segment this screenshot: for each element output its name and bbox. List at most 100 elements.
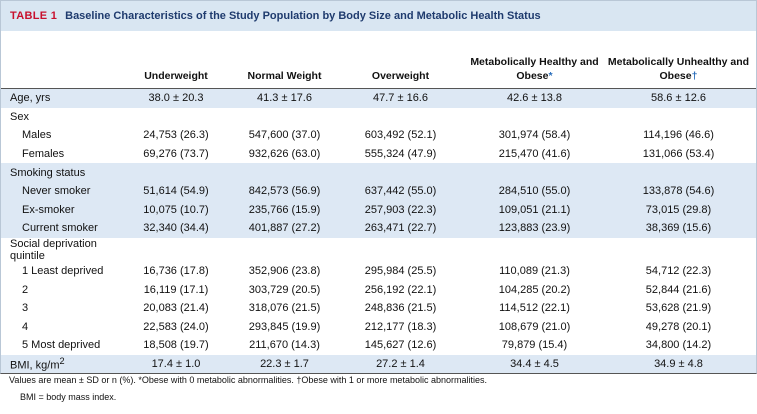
row-label: Males	[22, 129, 52, 142]
cell-value: 10,075 (10.7)	[116, 200, 236, 220]
data-row: Current smoker 32,340 (34.4) 401,887 (27.2…	[1, 219, 756, 238]
empty-cell	[333, 238, 468, 262]
superscript: 2	[59, 356, 65, 367]
empty-cell	[468, 108, 601, 127]
column-header: Metabolically Unhealthy and Obese	[607, 56, 750, 82]
data-row: Males 24,753 (26.3) 547,600 (37.0) 603,492 …	[1, 126, 756, 145]
cell-value: 38.0 ± 20.3	[116, 88, 236, 108]
row-label: Females	[22, 148, 65, 161]
cell-value: 34.4 ± 4.5	[468, 354, 601, 374]
empty-cell	[601, 238, 756, 262]
cell-value: 16,736 (17.8)	[143, 265, 209, 278]
cell-value: 842,573 (56.9)	[236, 181, 333, 201]
empty-cell	[333, 163, 468, 182]
cell-value: 20,083 (21.4)	[143, 302, 209, 315]
empty-cell	[236, 108, 333, 127]
cell-value: 104,285 (20.2)	[498, 283, 571, 296]
row-label: 2	[22, 283, 29, 296]
footnote: Values are mean ± SD or n (%). *Obese wi…	[9, 375, 487, 385]
row-label: Never smoker	[1, 181, 116, 201]
empty-cell	[468, 238, 601, 262]
empty-cell	[116, 163, 236, 182]
empty-cell	[468, 163, 601, 182]
data-row: Age, yrs 38.0 ± 20.3 41.3 ± 17.6 47.7 ± 16.…	[1, 88, 756, 108]
empty-cell	[116, 238, 236, 262]
cell-value: 133,878 (54.6)	[601, 181, 756, 201]
cell-value: 22.3 ± 1.7	[236, 354, 333, 374]
cell-value: 145,627 (12.6)	[364, 339, 437, 352]
cell-value: 47.7 ± 16.6	[333, 88, 468, 108]
cell-value: 54,712 (22.3)	[645, 265, 712, 278]
cell-value: 34.9 ± 4.8	[601, 354, 756, 374]
empty-cell	[601, 163, 756, 182]
group-row: Smoking status	[1, 163, 756, 182]
row-label: 4	[22, 320, 29, 333]
column-header: Overweight	[371, 70, 430, 82]
cell-value: 18,508 (19.7)	[143, 339, 209, 352]
cell-value: 110,089 (21.3)	[499, 265, 570, 278]
cell-value: 257,903 (22.3)	[333, 200, 468, 220]
column-header: Underweight	[144, 70, 208, 82]
empty-cell	[236, 238, 333, 262]
table-caption: Baseline Characteristics of the Study Po…	[65, 10, 541, 22]
cell-value: 212,177 (18.3)	[364, 320, 437, 333]
group-row: Social deprivation quintile	[1, 238, 756, 262]
cell-value: 79,879 (15.4)	[501, 339, 568, 352]
row-label-text: BMI, kg/m	[10, 359, 60, 372]
cell-value: 263,471 (22.7)	[333, 219, 468, 238]
cell-value: 27.2 ± 1.4	[333, 354, 468, 374]
cell-value: 49,278 (20.1)	[645, 320, 712, 333]
cell-value: 211,670 (14.3)	[249, 339, 320, 352]
row-label: Age, yrs	[1, 88, 116, 108]
data-row: 4 22,583 (24.0) 293,845 (19.9) 212,177 (18.…	[1, 318, 756, 337]
cell-value: 256,192 (22.1)	[364, 283, 437, 296]
cell-value: 108,679 (21.0)	[498, 320, 571, 333]
cell-value: 22,583 (24.0)	[143, 320, 209, 333]
row-label: 3	[22, 302, 29, 315]
cell-value: 295,984 (25.5)	[364, 265, 437, 278]
cell-value: 603,492 (52.1)	[364, 129, 437, 142]
data-row: 5 Most deprived 18,508 (19.7) 211,670 (14.…	[1, 336, 756, 355]
group-label: Sex	[10, 110, 29, 123]
table: Underweight Normal Weight Overweight Metabo…	[1, 31, 756, 374]
table-body: Age, yrs 38.0 ± 20.3 41.3 ± 17.6 47.7 ± 16.…	[1, 88, 756, 374]
data-row: 2 16,119 (17.1) 303,729 (20.5) 256,192 (22.…	[1, 280, 756, 299]
cell-value: 293,845 (19.9)	[248, 320, 321, 333]
empty-cell	[116, 108, 236, 127]
group-row: Sex	[1, 108, 756, 127]
column-header: Normal Weight	[247, 70, 322, 82]
cell-value: 42.6 ± 13.8	[468, 88, 601, 108]
table-title: TABLE 1 Baseline Characteristics of the …	[1, 1, 756, 31]
cell-value: 34,800 (14.2)	[645, 339, 712, 352]
cell-value: 547,600 (37.0)	[248, 129, 321, 142]
cell-value: 637,442 (55.0)	[333, 181, 468, 201]
cell-value: 58.6 ± 12.6	[601, 88, 756, 108]
cell-value: 69,276 (73.7)	[143, 148, 209, 161]
row-label: Current smoker	[1, 219, 116, 238]
data-row: Females 69,276 (73.7) 932,626 (63.0) 555,32…	[1, 145, 756, 164]
cell-value: 555,324 (47.9)	[364, 148, 437, 161]
data-row: 3 20,083 (21.4) 318,076 (21.5) 248,836 (21.…	[1, 299, 756, 318]
cell-value: 303,729 (20.5)	[248, 283, 321, 296]
cell-value: 24,753 (26.3)	[143, 129, 209, 142]
cell-value: 401,887 (27.2)	[236, 219, 333, 238]
header-cell: Normal Weight	[236, 31, 333, 89]
footnotes: Values are mean ± SD or n (%). *Obese wi…	[9, 372, 487, 406]
cell-value: 284,510 (55.0)	[468, 181, 601, 201]
header-cell: Metabolically Healthy and Obese*	[468, 31, 601, 89]
header-cell: Underweight	[116, 31, 236, 89]
cell-value: 16,119 (17.1)	[143, 283, 209, 296]
header-cell: Metabolically Unhealthy and Obese†	[601, 31, 756, 89]
cell-value: 248,836 (21.5)	[364, 302, 437, 315]
cell-value: 932,626 (63.0)	[248, 148, 321, 161]
empty-cell	[236, 163, 333, 182]
footnote-mark: *	[548, 70, 553, 82]
empty-cell	[333, 108, 468, 127]
cell-value: 318,076 (21.5)	[248, 302, 321, 315]
data-row: 1 Least deprived 16,736 (17.8) 352,906 (23…	[1, 262, 756, 281]
table-number: TABLE 1	[10, 10, 58, 22]
cell-value: 52,844 (21.6)	[645, 283, 712, 296]
group-label: Smoking status	[1, 163, 116, 182]
cell-value: 215,470 (41.6)	[498, 148, 571, 161]
header-cell: Overweight	[333, 31, 468, 89]
